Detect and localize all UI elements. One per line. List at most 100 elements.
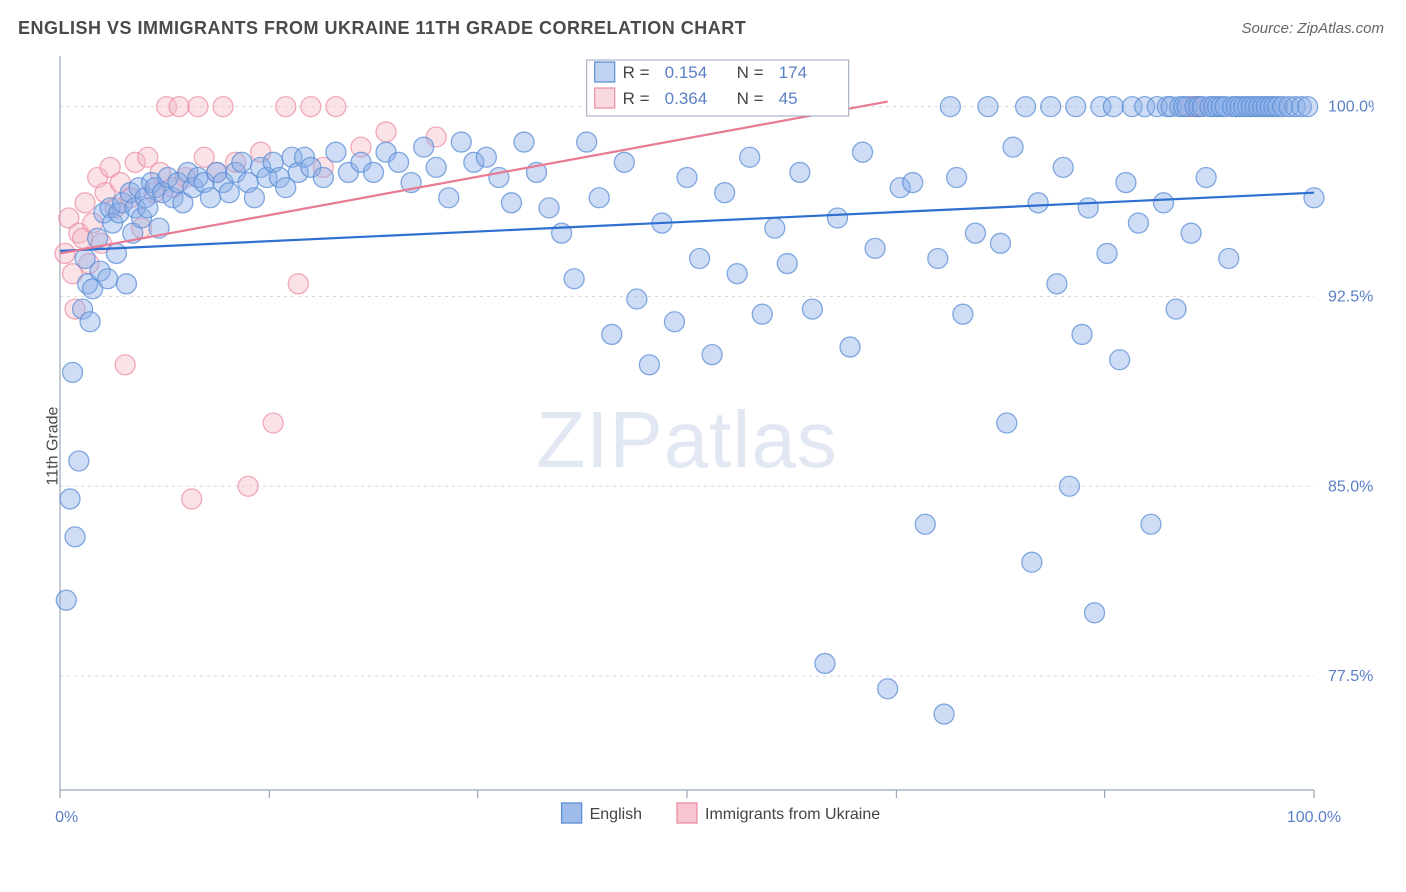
data-point <box>98 269 118 289</box>
data-point <box>602 324 622 344</box>
data-point <box>903 173 923 193</box>
data-point <box>188 97 208 117</box>
data-point <box>853 142 873 162</box>
data-point <box>182 489 202 509</box>
data-point <box>1154 193 1174 213</box>
data-point <box>664 312 684 332</box>
data-point <box>376 122 396 142</box>
data-point <box>1097 243 1117 263</box>
data-point <box>865 238 885 258</box>
legend-swatch <box>595 88 615 108</box>
data-point <box>777 254 797 274</box>
data-point <box>439 188 459 208</box>
data-point <box>727 264 747 284</box>
data-point <box>313 167 333 187</box>
data-point <box>263 413 283 433</box>
data-point <box>288 274 308 294</box>
data-point <box>213 97 233 117</box>
data-point <box>80 312 100 332</box>
y-tick-label: 85.0% <box>1328 478 1373 495</box>
data-point <box>577 132 597 152</box>
data-point <box>60 489 80 509</box>
data-point <box>115 355 135 375</box>
data-point <box>1116 173 1136 193</box>
data-point <box>501 193 521 213</box>
data-point <box>539 198 559 218</box>
data-point <box>1041 97 1061 117</box>
data-point <box>928 248 948 268</box>
legend-n-label: N = <box>737 89 764 108</box>
data-point <box>301 97 321 117</box>
data-point <box>1128 213 1148 233</box>
data-point <box>138 198 158 218</box>
legend-n-value: 174 <box>779 63 807 82</box>
x-tick-label: 0.0% <box>54 809 78 826</box>
data-point <box>915 514 935 534</box>
y-tick-label: 77.5% <box>1328 668 1373 685</box>
data-point <box>991 233 1011 253</box>
data-point <box>1085 603 1105 623</box>
data-point <box>65 527 85 547</box>
data-point <box>1181 223 1201 243</box>
data-point <box>1059 476 1079 496</box>
data-point <box>790 162 810 182</box>
data-point <box>426 157 446 177</box>
y-tick-label: 100.0% <box>1328 99 1374 116</box>
data-point <box>552 223 572 243</box>
data-point <box>1196 167 1216 187</box>
chart-area: ZIPatlas 77.5% 85.0% 92.5% 100.0% 0.0% 100.0% R… <box>54 50 1374 830</box>
data-point <box>364 162 384 182</box>
data-point <box>63 362 83 382</box>
data-point <box>702 345 722 365</box>
data-point <box>740 147 760 167</box>
data-point <box>765 218 785 238</box>
legend-series-label: Immigrants from Ukraine <box>705 806 880 823</box>
data-point <box>276 97 296 117</box>
data-point <box>690 248 710 268</box>
data-point <box>627 289 647 309</box>
data-point <box>589 188 609 208</box>
data-point <box>947 167 967 187</box>
legend-r-value: 0.364 <box>665 89 708 108</box>
data-point <box>1304 188 1324 208</box>
data-point <box>1078 198 1098 218</box>
data-point <box>934 704 954 724</box>
data-point <box>219 183 239 203</box>
data-point <box>1053 157 1073 177</box>
data-point <box>116 274 136 294</box>
data-point <box>326 142 346 162</box>
legend-n-label: N = <box>737 63 764 82</box>
data-point <box>106 243 126 263</box>
x-tick-label: 100.0% <box>1287 809 1341 826</box>
legend-n-value: 45 <box>779 89 798 108</box>
data-point <box>514 132 534 152</box>
scatter-chart: ZIPatlas 77.5% 85.0% 92.5% 100.0% 0.0% 100.0% R… <box>54 50 1374 830</box>
legend-r-value: 0.154 <box>665 63 708 82</box>
data-point <box>1022 552 1042 572</box>
legend-r-label: R = <box>623 89 650 108</box>
data-point <box>1016 97 1036 117</box>
data-point <box>326 97 346 117</box>
data-point <box>940 97 960 117</box>
legend-swatch <box>677 803 697 823</box>
data-point <box>840 337 860 357</box>
y-tick-label: 92.5% <box>1328 288 1373 305</box>
data-point <box>564 269 584 289</box>
chart-title: ENGLISH VS IMMIGRANTS FROM UKRAINE 11TH … <box>18 18 746 39</box>
data-point <box>965 223 985 243</box>
data-point <box>1072 324 1092 344</box>
data-point <box>1219 248 1239 268</box>
watermark: ZIPatlas <box>536 395 837 484</box>
data-point <box>389 152 409 172</box>
legend-swatch <box>595 62 615 82</box>
legend-series-label: English <box>590 806 642 823</box>
data-point <box>1103 97 1123 117</box>
data-point <box>802 299 822 319</box>
data-point <box>1166 299 1186 319</box>
data-point <box>1298 97 1318 117</box>
data-point <box>1003 137 1023 157</box>
data-point <box>56 590 76 610</box>
data-point <box>827 208 847 228</box>
data-point <box>953 304 973 324</box>
data-point <box>997 413 1017 433</box>
